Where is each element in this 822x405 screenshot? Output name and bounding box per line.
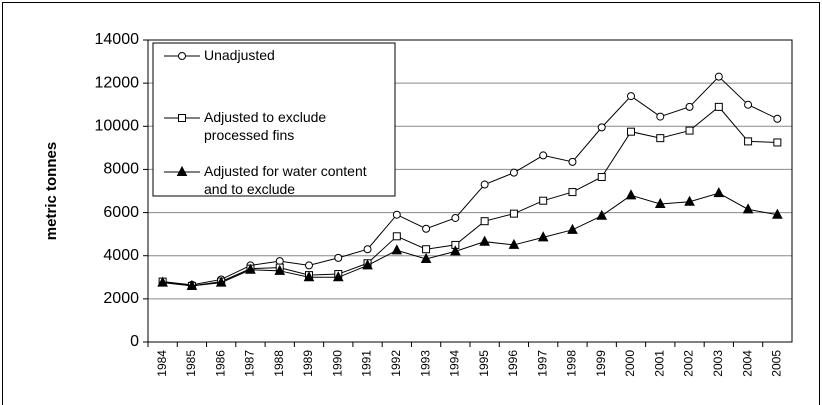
- x-tick-label: 1993: [418, 350, 432, 377]
- legend-box: [152, 42, 396, 197]
- x-tick-label: 1996: [506, 350, 520, 377]
- x-tick-label: 1999: [594, 350, 608, 377]
- x-tick-label: 1990: [330, 350, 344, 377]
- point: [597, 172, 606, 181]
- point: [363, 245, 372, 254]
- point: [568, 157, 577, 166]
- legend-item: Adjusted for water content and to exclud…: [204, 163, 367, 195]
- point: [480, 180, 489, 189]
- x-tick-label: 2001: [652, 350, 666, 377]
- point: [656, 134, 665, 143]
- point: [772, 208, 783, 219]
- point: [539, 151, 548, 160]
- point: [275, 257, 284, 266]
- y-tick-label: 14000: [95, 31, 140, 48]
- point: [391, 244, 403, 255]
- y-tick-label: 6000: [103, 204, 139, 221]
- legend-marker: [178, 52, 186, 60]
- point: [480, 217, 489, 226]
- point: [597, 123, 606, 132]
- legend-label: Adjusted to exclude processed fins: [204, 109, 327, 143]
- legend-item: Adjusted to exclude processed fins: [204, 109, 327, 143]
- point: [685, 102, 694, 111]
- point: [508, 238, 520, 249]
- point: [332, 271, 344, 282]
- x-tick-label: 2005: [770, 350, 784, 377]
- y-tick-label: 8000: [103, 161, 139, 178]
- x-tick-label: 1989: [301, 350, 315, 377]
- point: [274, 264, 286, 275]
- legend-marker: [178, 114, 186, 122]
- point: [157, 276, 168, 287]
- x-tick-label: 1986: [213, 350, 227, 377]
- point: [568, 188, 577, 197]
- point: [537, 231, 549, 242]
- point: [334, 253, 343, 262]
- point: [744, 100, 753, 109]
- x-tick-label: 1991: [360, 350, 374, 377]
- point: [625, 189, 637, 200]
- y-tick-label: 12000: [95, 74, 140, 91]
- point: [422, 245, 431, 254]
- x-tick-label: 1995: [477, 350, 491, 377]
- x-tick-label: 1985: [184, 350, 198, 377]
- point: [596, 209, 608, 220]
- point: [713, 187, 725, 198]
- x-tick-label: 2000: [623, 350, 637, 377]
- x-tick-label: 1994: [448, 350, 462, 377]
- point: [420, 252, 432, 263]
- point: [245, 263, 256, 274]
- point: [215, 276, 227, 287]
- point: [744, 137, 753, 146]
- point: [362, 259, 373, 270]
- legend-item: Unadjusted: [204, 47, 275, 63]
- x-tick-label: 2003: [711, 350, 725, 377]
- x-tick-label: 1997: [535, 350, 549, 377]
- point: [305, 261, 313, 270]
- point: [742, 203, 754, 214]
- point: [773, 138, 782, 147]
- point: [684, 195, 695, 206]
- point: [450, 245, 461, 256]
- y-tick-label: 4000: [103, 247, 139, 264]
- legend-marker: [176, 165, 188, 176]
- x-tick-label: 1988: [272, 350, 286, 377]
- x-tick-label: 1984: [155, 350, 169, 377]
- y-tick-label: 2000: [103, 290, 139, 307]
- point: [714, 72, 723, 81]
- series-line: [162, 75, 778, 286]
- y-axis-label: metric tonnes: [43, 142, 60, 240]
- x-tick-label: 2002: [682, 350, 696, 377]
- point: [303, 271, 315, 282]
- legend-label: Adjusted for water content and to exclud…: [204, 163, 367, 195]
- point: [654, 197, 666, 208]
- point: [186, 279, 198, 290]
- y-tick-label: 0: [130, 333, 139, 350]
- legend-label: Unadjusted: [204, 47, 275, 63]
- point: [567, 223, 578, 234]
- x-tick-label: 1987: [243, 350, 257, 377]
- point: [392, 210, 401, 219]
- point: [451, 213, 460, 222]
- x-tick-label: 2004: [740, 350, 754, 377]
- point: [509, 209, 518, 218]
- point: [392, 232, 401, 241]
- point: [539, 196, 548, 205]
- point: [627, 92, 635, 101]
- point: [685, 126, 694, 135]
- point: [509, 168, 518, 177]
- point: [714, 102, 723, 111]
- point: [422, 224, 431, 233]
- point: [773, 114, 782, 123]
- point: [627, 127, 635, 136]
- y-tick-label: 10000: [95, 118, 140, 135]
- x-tick-label: 1998: [565, 350, 579, 377]
- series-line: [162, 106, 778, 287]
- point: [479, 235, 490, 246]
- point: [656, 112, 665, 121]
- x-tick-label: 1992: [389, 350, 403, 377]
- series-line: [162, 192, 778, 287]
